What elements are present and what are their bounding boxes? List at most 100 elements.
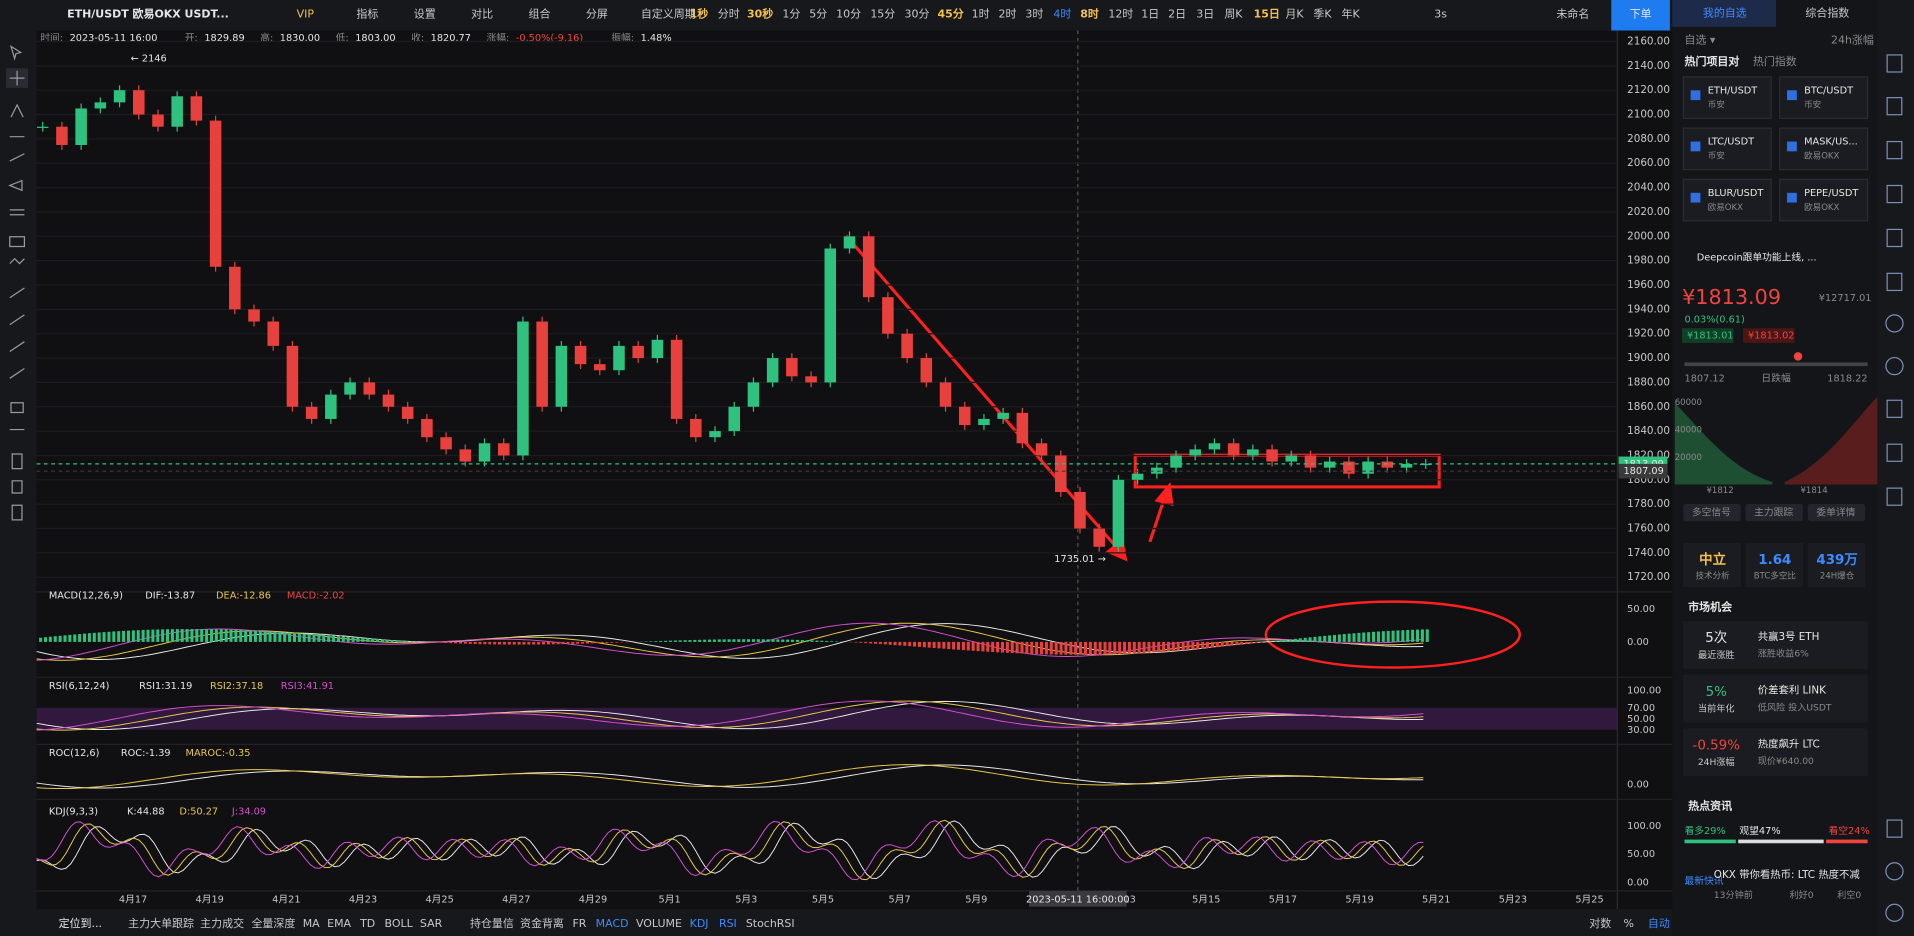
icon[interactable]	[1886, 443, 1903, 462]
checkbox	[1787, 141, 1797, 152]
period[interactable]: 1秒	[690, 7, 709, 21]
macd-bar	[1332, 634, 1337, 642]
icon[interactable]	[1886, 487, 1903, 506]
icon[interactable]	[1885, 903, 1904, 922]
tab-active[interactable]	[1672, 0, 1777, 27]
period-label[interactable]: 自定义周期	[641, 7, 696, 21]
candle	[862, 236, 875, 298]
macd-bar	[1088, 641, 1092, 655]
bottom-item[interactable]: 对数	[1589, 916, 1611, 930]
panel-button-label[interactable]: 委单详情	[1816, 506, 1855, 519]
toolbar-item[interactable]: VIP	[297, 8, 315, 21]
bottom-item[interactable]: BOLL	[385, 917, 414, 930]
symbol[interactable]: ETH/USDT 欧易OKX USDT...	[67, 7, 229, 21]
period[interactable]: 月K	[1285, 8, 1304, 21]
bottom-item[interactable]: TD	[359, 917, 375, 930]
bottom-item[interactable]: MA	[303, 917, 320, 930]
icon[interactable]	[1886, 140, 1903, 160]
macd-bar	[170, 629, 174, 642]
macd-bar	[346, 636, 350, 642]
panel-button-label[interactable]: 主力跟踪	[1754, 506, 1793, 519]
period[interactable]: 周K	[1224, 8, 1243, 21]
panel-button[interactable]	[1745, 504, 1803, 522]
bottom-item[interactable]: 主力成交	[200, 916, 244, 930]
layout-name[interactable]: 未命名	[1556, 7, 1589, 21]
macd-bar	[654, 641, 658, 642]
icon[interactable]	[1885, 862, 1904, 881]
bottom-item[interactable]: SAR	[420, 917, 443, 930]
icon[interactable]	[1886, 272, 1903, 292]
sort[interactable]: 24h涨幅	[1831, 33, 1874, 46]
refresh[interactable]: 3s	[1434, 8, 1447, 21]
period[interactable]: 2时	[999, 8, 1017, 21]
icon[interactable]	[1886, 399, 1903, 418]
panel-button[interactable]	[1807, 504, 1866, 522]
period[interactable]: 10分	[836, 8, 861, 21]
bottom-item[interactable]: RSI	[719, 917, 737, 930]
bottom-item[interactable]: FR	[572, 917, 586, 930]
icon[interactable]	[1885, 356, 1904, 376]
opportunity-card[interactable]	[1683, 621, 1868, 669]
period[interactable]: 分时	[718, 8, 740, 21]
toolbar-item[interactable]: 设置	[414, 8, 436, 21]
period[interactable]: 8时	[1080, 7, 1099, 21]
opportunity-card[interactable]	[1683, 728, 1868, 777]
period[interactable]: 1时	[972, 8, 990, 21]
period[interactable]: 1日	[1141, 8, 1159, 21]
panel-button-label[interactable]: 多空信号	[1692, 506, 1731, 519]
bottom-item[interactable]: 持仓量信	[470, 916, 514, 930]
macd-bar	[1289, 639, 1293, 642]
filter[interactable]: 自选 ▾	[1685, 33, 1716, 46]
macd-bar	[1176, 641, 1180, 651]
bottom-item[interactable]: StochRSI	[746, 917, 795, 930]
order-button[interactable]: 下单	[1630, 8, 1652, 21]
tab[interactable]: 我的自选	[1703, 5, 1747, 19]
opportunity-card[interactable]	[1683, 674, 1868, 723]
icon[interactable]	[1885, 314, 1904, 333]
toolbar-item[interactable]: 指标	[356, 7, 378, 21]
period[interactable]: 30秒	[747, 7, 773, 21]
tab[interactable]: 综合指数	[1805, 5, 1849, 19]
icon[interactable]	[1886, 54, 1903, 73]
toolbar-item[interactable]: 分屏	[586, 8, 608, 21]
locate[interactable]: 定位到...	[59, 916, 102, 930]
candle	[36, 126, 49, 128]
bottom-item[interactable]: 自动	[1648, 917, 1670, 930]
period[interactable]: 12时	[1108, 8, 1133, 21]
bottom-item[interactable]: 资金背离	[520, 916, 564, 930]
period[interactable]: 3时	[1025, 8, 1043, 21]
period[interactable]: 5分	[809, 8, 827, 21]
period[interactable]: 1分	[782, 8, 800, 21]
period[interactable]: 30分	[905, 8, 930, 21]
icon[interactable]	[8, 103, 26, 521]
bottom-item[interactable]: 全量深度	[251, 916, 295, 930]
period[interactable]: 15日	[1254, 8, 1280, 21]
bottom-item[interactable]: MACD	[596, 917, 629, 930]
bottom-item[interactable]: 主力大单跟踪	[128, 916, 194, 930]
icon[interactable]	[1886, 97, 1903, 116]
period[interactable]: 4时	[1053, 8, 1071, 21]
macd-bar	[712, 639, 716, 642]
candle	[536, 321, 548, 407]
toolbar-item[interactable]: 对比	[471, 7, 493, 21]
panel-button[interactable]	[1683, 504, 1741, 522]
stat-card	[1683, 543, 1741, 587]
news[interactable]: OKX 带你看热币: LTC 热度不减	[1714, 868, 1861, 881]
bottom-item[interactable]: %	[1623, 917, 1633, 930]
bottom-item[interactable]: EMA	[327, 917, 351, 930]
order-button-bg[interactable]	[1611, 0, 1670, 31]
bottom-item[interactable]: KDJ	[690, 917, 709, 930]
bottom-item[interactable]: VOLUME	[636, 917, 682, 930]
icon[interactable]	[1886, 228, 1903, 248]
icon[interactable]	[1886, 184, 1903, 204]
icon[interactable]	[9, 44, 23, 61]
period[interactable]: 2日	[1168, 8, 1186, 21]
period[interactable]: 15分	[870, 8, 895, 21]
period[interactable]: 年K	[1342, 7, 1361, 21]
period[interactable]: 3日	[1196, 8, 1214, 21]
icon[interactable]	[1886, 819, 1903, 838]
toolbar-item[interactable]: 组合	[529, 7, 551, 21]
period[interactable]: 季K	[1313, 8, 1332, 21]
icon[interactable]	[9, 70, 25, 86]
period[interactable]: 45分	[937, 7, 963, 21]
